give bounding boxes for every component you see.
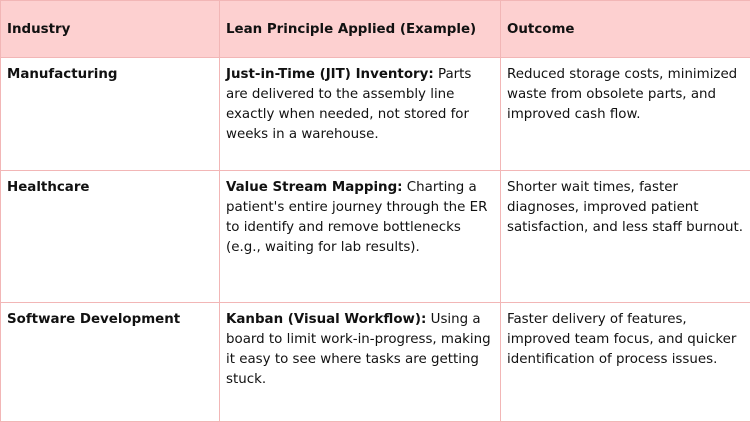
industry-cell: Healthcare bbox=[0, 170, 220, 303]
principle-cell: Value Stream Mapping: Charting a patient… bbox=[219, 170, 501, 303]
principle-cell: Just-in-Time (JIT) Inventory: Parts are … bbox=[219, 57, 501, 171]
outcome-cell: Reduced storage costs, minimized waste f… bbox=[500, 57, 750, 171]
principle-text: Parts are delivered to the assembly line… bbox=[226, 67, 472, 142]
header-cell: Industry bbox=[0, 0, 220, 58]
header-cell: Lean Principle Applied (Example) bbox=[219, 0, 501, 58]
row: Manufacturing Just-in-Time (JIT) Invento… bbox=[0, 57, 750, 171]
principle-text: Charting a patient's entire journey thro… bbox=[226, 180, 488, 255]
principle-text: Using a board to limit work-in-progress,… bbox=[226, 312, 491, 387]
industry-cell: Manufacturing bbox=[0, 57, 220, 171]
header-row: Industry Lean Principle Applied (Example… bbox=[0, 0, 750, 58]
principle-term: Kanban (Visual Workflow): bbox=[226, 312, 427, 327]
principle-term: Just-in-Time (JIT) Inventory: bbox=[226, 67, 434, 82]
row: Healthcare Value Stream Mapping: Chartin… bbox=[0, 170, 750, 303]
header-cell: Outcome bbox=[500, 0, 750, 58]
industry-cell: Software Development bbox=[0, 302, 220, 422]
row: Software Development Kanban (Visual Work… bbox=[0, 302, 750, 422]
principle-term: Value Stream Mapping: bbox=[226, 180, 403, 195]
principle-cell: Kanban (Visual Workflow): Using a board … bbox=[219, 302, 501, 422]
outcome-cell: Faster delivery of features, improved te… bbox=[500, 302, 750, 422]
outcome-cell: Shorter wait times, faster diagnoses, im… bbox=[500, 170, 750, 303]
